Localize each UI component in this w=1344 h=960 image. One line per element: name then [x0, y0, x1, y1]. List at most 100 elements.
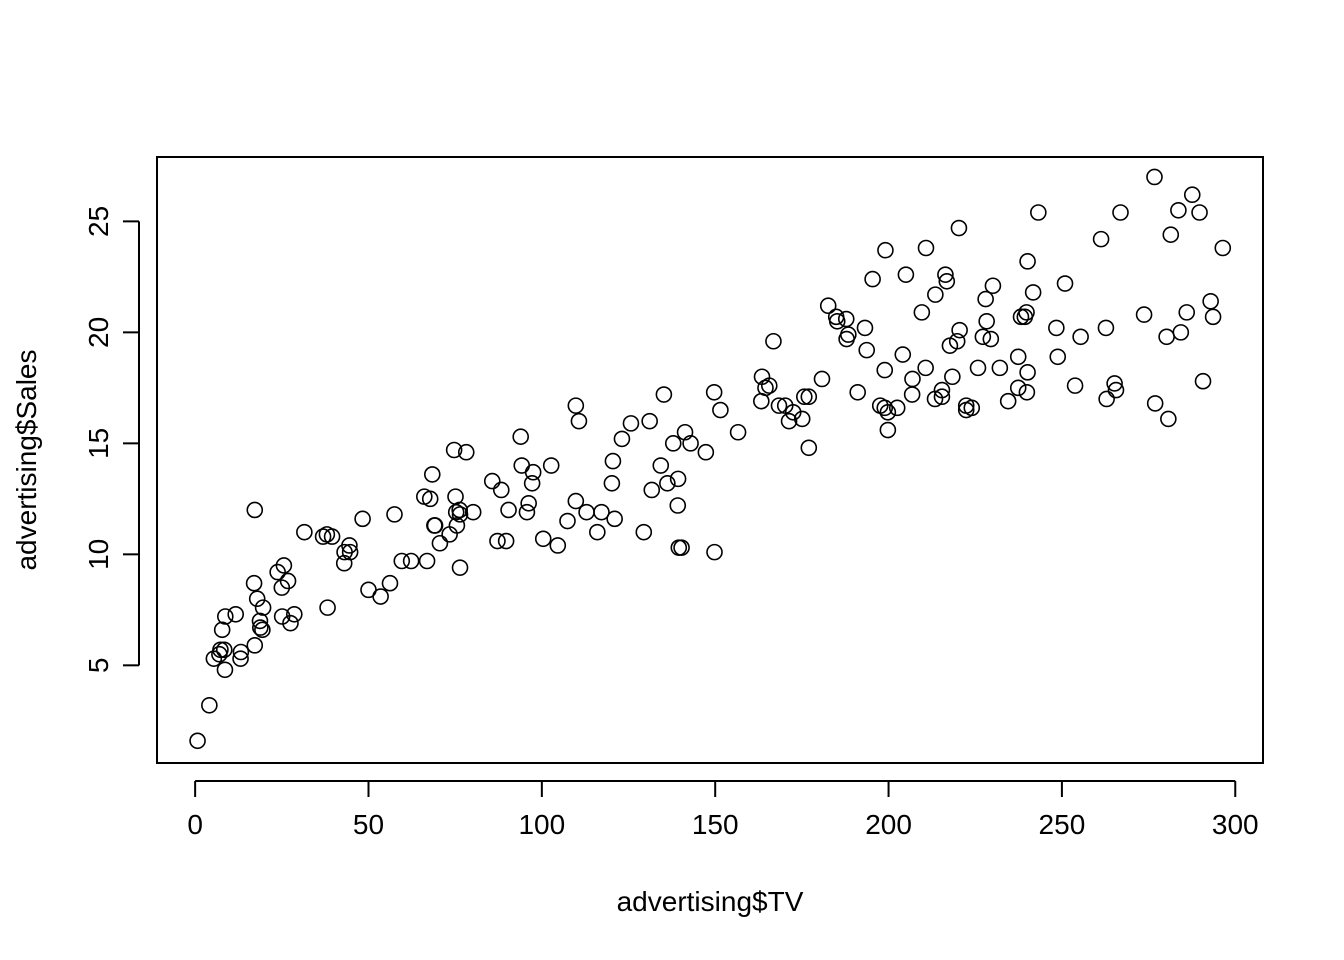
y-tick-label: 25: [83, 206, 114, 237]
data-point: [757, 379, 774, 397]
x-tick-label: 250: [1039, 809, 1086, 840]
data-point: [669, 470, 687, 488]
plot-frame: [156, 156, 1264, 764]
data-point: [497, 532, 515, 550]
data-point: [216, 661, 234, 679]
points-layer: [189, 168, 1232, 750]
data-point: [1056, 275, 1074, 292]
data-point: [1202, 292, 1219, 310]
data-point: [849, 383, 866, 401]
data-point: [1019, 253, 1036, 270]
data-point: [944, 368, 961, 386]
data-point: [669, 497, 687, 514]
data-point: [341, 543, 359, 561]
data-point: [655, 386, 673, 403]
data-point: [977, 290, 994, 308]
y-tick-label: 15: [83, 428, 114, 459]
data-point: [770, 397, 788, 414]
data-point: [729, 423, 747, 441]
data-point: [1092, 230, 1110, 248]
data-point: [212, 641, 229, 659]
data-point: [877, 241, 894, 259]
y-tick-label: 5: [83, 658, 114, 674]
data-point: [445, 441, 463, 459]
data-point: [381, 574, 399, 592]
data-point: [1204, 308, 1222, 326]
data-point: [1183, 186, 1201, 204]
data-point: [982, 330, 1000, 348]
data-point: [232, 650, 249, 667]
data-point: [938, 273, 956, 290]
data-point: [593, 503, 610, 521]
data-point: [697, 443, 715, 461]
x-tick-label: 50: [353, 809, 384, 840]
data-point: [927, 286, 944, 303]
data-point: [604, 452, 622, 470]
data-point: [1030, 204, 1047, 221]
data-point: [402, 552, 420, 570]
data-point: [500, 501, 517, 519]
data-point: [421, 490, 439, 508]
data-point: [894, 346, 912, 363]
data-point: [876, 399, 894, 417]
data-point: [1048, 319, 1065, 337]
data-point: [189, 732, 206, 750]
data-point: [879, 421, 897, 439]
data-point: [913, 304, 931, 321]
data-point: [431, 534, 449, 552]
data-point: [393, 552, 411, 570]
data-point: [457, 443, 475, 461]
data-point: [1194, 372, 1212, 390]
data-point: [999, 392, 1017, 410]
x-axis: 0 50 100 150 200 250 300: [187, 780, 1259, 840]
data-point: [1106, 375, 1123, 392]
data-point: [984, 277, 1002, 295]
data-point: [1018, 383, 1036, 401]
data-point: [837, 310, 855, 328]
data-point: [819, 297, 837, 315]
data-point: [664, 435, 682, 452]
data-point: [1112, 204, 1129, 221]
data-point: [613, 430, 631, 448]
data-point: [904, 370, 921, 388]
data-point: [705, 383, 723, 401]
data-point: [813, 370, 831, 388]
data-point: [1146, 395, 1164, 412]
data-point: [1107, 381, 1125, 399]
data-point: [652, 457, 670, 474]
data-point: [1019, 364, 1036, 381]
data-point: [559, 512, 576, 530]
data-point: [897, 266, 915, 283]
data-point: [217, 608, 234, 625]
data-point: [246, 501, 264, 519]
data-point: [1172, 324, 1190, 341]
data-point: [248, 590, 266, 608]
data-point: [1066, 377, 1084, 394]
data-point: [1049, 348, 1067, 366]
data-point: [464, 503, 482, 521]
data-point: [570, 412, 588, 430]
data-point: [951, 321, 968, 339]
data-point: [858, 341, 876, 359]
data-point: [876, 361, 894, 379]
data-point: [275, 557, 293, 574]
x-tick-label: 100: [518, 809, 565, 840]
data-point: [524, 463, 542, 481]
data-point: [246, 637, 264, 654]
data-point: [542, 457, 560, 474]
data-point: [372, 588, 389, 605]
data-point: [489, 532, 506, 550]
data-point: [828, 312, 846, 330]
data-point: [793, 410, 811, 428]
data-point: [933, 388, 951, 406]
data-point: [518, 503, 536, 521]
data-point: [800, 439, 818, 457]
data-point: [1098, 390, 1115, 408]
data-point: [418, 552, 436, 570]
data-point: [937, 266, 954, 283]
data-point: [706, 543, 723, 561]
data-point: [838, 330, 855, 348]
data-point: [606, 510, 623, 528]
